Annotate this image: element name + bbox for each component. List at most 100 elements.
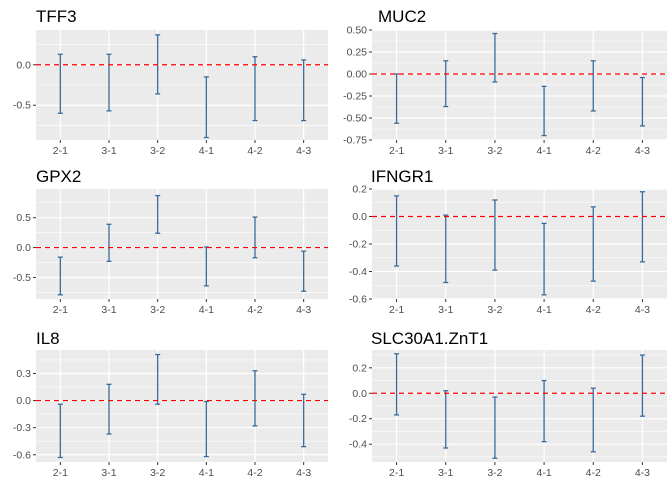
error-bar: [106, 223, 112, 262]
y-tick-label: 0.00: [347, 69, 368, 81]
x-tick-label: 3-1: [438, 145, 453, 157]
x-tick-label: 4-2: [247, 145, 262, 157]
x-tick-label: 3-2: [150, 467, 165, 479]
error-bar: [639, 354, 645, 417]
error-bar: [541, 222, 547, 296]
chart-title: TFF3: [36, 7, 77, 26]
x-tick-label: 2-1: [389, 467, 404, 479]
y-tick-label: 0.0: [16, 59, 31, 71]
y-tick-label: -0.6: [13, 449, 31, 461]
error-bar: [541, 379, 547, 443]
x-tick-label: 3-1: [101, 467, 116, 479]
chart-title: IFNGR1: [371, 167, 433, 186]
x-tick-label: 4-3: [296, 467, 311, 479]
error-bar: [155, 353, 161, 405]
y-tick-label: -0.25: [343, 91, 367, 103]
x-tick-label: 4-1: [536, 145, 551, 157]
error-bar: [203, 76, 209, 139]
error-bar: [590, 60, 596, 112]
x-tick-label: 4-2: [586, 145, 601, 157]
chart-title: MUC2: [378, 7, 426, 26]
error-bar: [301, 59, 307, 122]
x-tick-label: 4-3: [296, 304, 311, 316]
error-bar: [639, 76, 645, 127]
chart-panel: 0.0 -0.5 2-1 3-1 3-2 4-1 4-2 4-3 TFF3: [13, 7, 328, 157]
error-bar: [155, 194, 161, 234]
error-bar: [394, 195, 400, 267]
x-tick-label: 4-2: [247, 304, 262, 316]
chart-title: IL8: [36, 329, 60, 348]
y-tick-label: -0.75: [343, 135, 367, 147]
error-bar: [301, 250, 307, 292]
x-tick-label: 4-3: [635, 467, 650, 479]
chart-panel: 0.50 0.25 0.00 -0.25 -0.50 -0.75 2-1 3-1 3-2 4-1 4…: [343, 7, 667, 157]
y-tick-label: 0.0: [352, 388, 367, 400]
error-bar: [301, 393, 307, 448]
chart-panel: 0.2 0.0 -0.2 -0.4 -0.6 2-1 3-1 3-2 4-1 4-2 4-3 IFNG…: [349, 167, 667, 316]
y-tick-label: 0.0: [16, 395, 31, 407]
error-bar: [492, 199, 498, 271]
x-tick-label: 4-1: [199, 304, 214, 316]
panel-background: [36, 350, 328, 462]
y-tick-label: 0.2: [352, 184, 367, 196]
x-tick-label: 4-3: [635, 304, 650, 316]
error-bar: [252, 216, 258, 259]
y-tick-label: -0.2: [349, 239, 367, 251]
x-tick-label: 2-1: [53, 304, 68, 316]
x-tick-label: 3-1: [438, 304, 453, 316]
x-tick-label: 3-2: [487, 145, 502, 157]
error-bar: [639, 191, 645, 263]
x-tick-label: 4-1: [199, 145, 214, 157]
error-bar: [443, 60, 449, 108]
error-bar: [394, 353, 400, 416]
error-bar: [57, 403, 63, 459]
error-bar: [57, 256, 63, 296]
x-tick-label: 2-1: [53, 467, 68, 479]
x-tick-label: 4-2: [586, 467, 601, 479]
x-tick-label: 4-1: [536, 467, 551, 479]
x-tick-label: 3-2: [487, 467, 502, 479]
error-bar: [106, 383, 112, 435]
y-tick-label: -0.5: [13, 272, 31, 284]
error-bar: [590, 206, 596, 282]
x-tick-label: 4-3: [296, 145, 311, 157]
y-tick-label: 0.25: [347, 47, 368, 59]
x-tick-label: 4-2: [586, 304, 601, 316]
error-bar: [203, 400, 209, 458]
error-bar: [492, 396, 498, 459]
error-bar: [252, 370, 258, 427]
x-tick-label: 3-2: [150, 304, 165, 316]
x-tick-label: 3-1: [101, 304, 116, 316]
y-tick-label: 0.3: [16, 368, 31, 380]
error-bar: [443, 390, 449, 449]
x-tick-label: 3-1: [101, 145, 116, 157]
error-bar: [492, 32, 498, 83]
x-tick-label: 4-3: [635, 145, 650, 157]
x-tick-label: 3-1: [438, 467, 453, 479]
chart-title: GPX2: [36, 167, 81, 186]
x-tick-label: 2-1: [389, 145, 404, 157]
error-bar: [541, 85, 547, 137]
y-tick-label: 0.50: [347, 25, 368, 37]
x-tick-label: 2-1: [389, 304, 404, 316]
y-tick-label: 0.0: [16, 242, 31, 254]
y-tick-label: -0.4: [349, 266, 367, 278]
panel-background: [36, 189, 328, 299]
y-tick-label: 0.0: [352, 211, 367, 223]
chart-panel: 0.3 0.0 -0.3 -0.6 2-1 3-1 3-2 4-1 4-2 4-3 IL8: [13, 329, 328, 479]
y-tick-label: -0.4: [349, 439, 367, 451]
y-tick-label: -0.3: [13, 422, 31, 434]
error-bar: [252, 56, 258, 122]
chart-panel: 0.5 0.0 -0.5 2-1 3-1 3-2 4-1 4-2 4-3 GPX2: [13, 167, 328, 316]
y-tick-label: -0.2: [349, 413, 367, 425]
error-bar: [106, 53, 112, 112]
x-tick-label: 4-1: [199, 467, 214, 479]
x-tick-label: 4-2: [247, 467, 262, 479]
error-bar: [57, 53, 63, 114]
x-tick-label: 3-2: [487, 304, 502, 316]
x-tick-label: 3-2: [150, 145, 165, 157]
y-tick-label: 0.5: [16, 212, 31, 224]
y-tick-label: -0.50: [343, 113, 367, 125]
x-tick-label: 2-1: [53, 145, 68, 157]
